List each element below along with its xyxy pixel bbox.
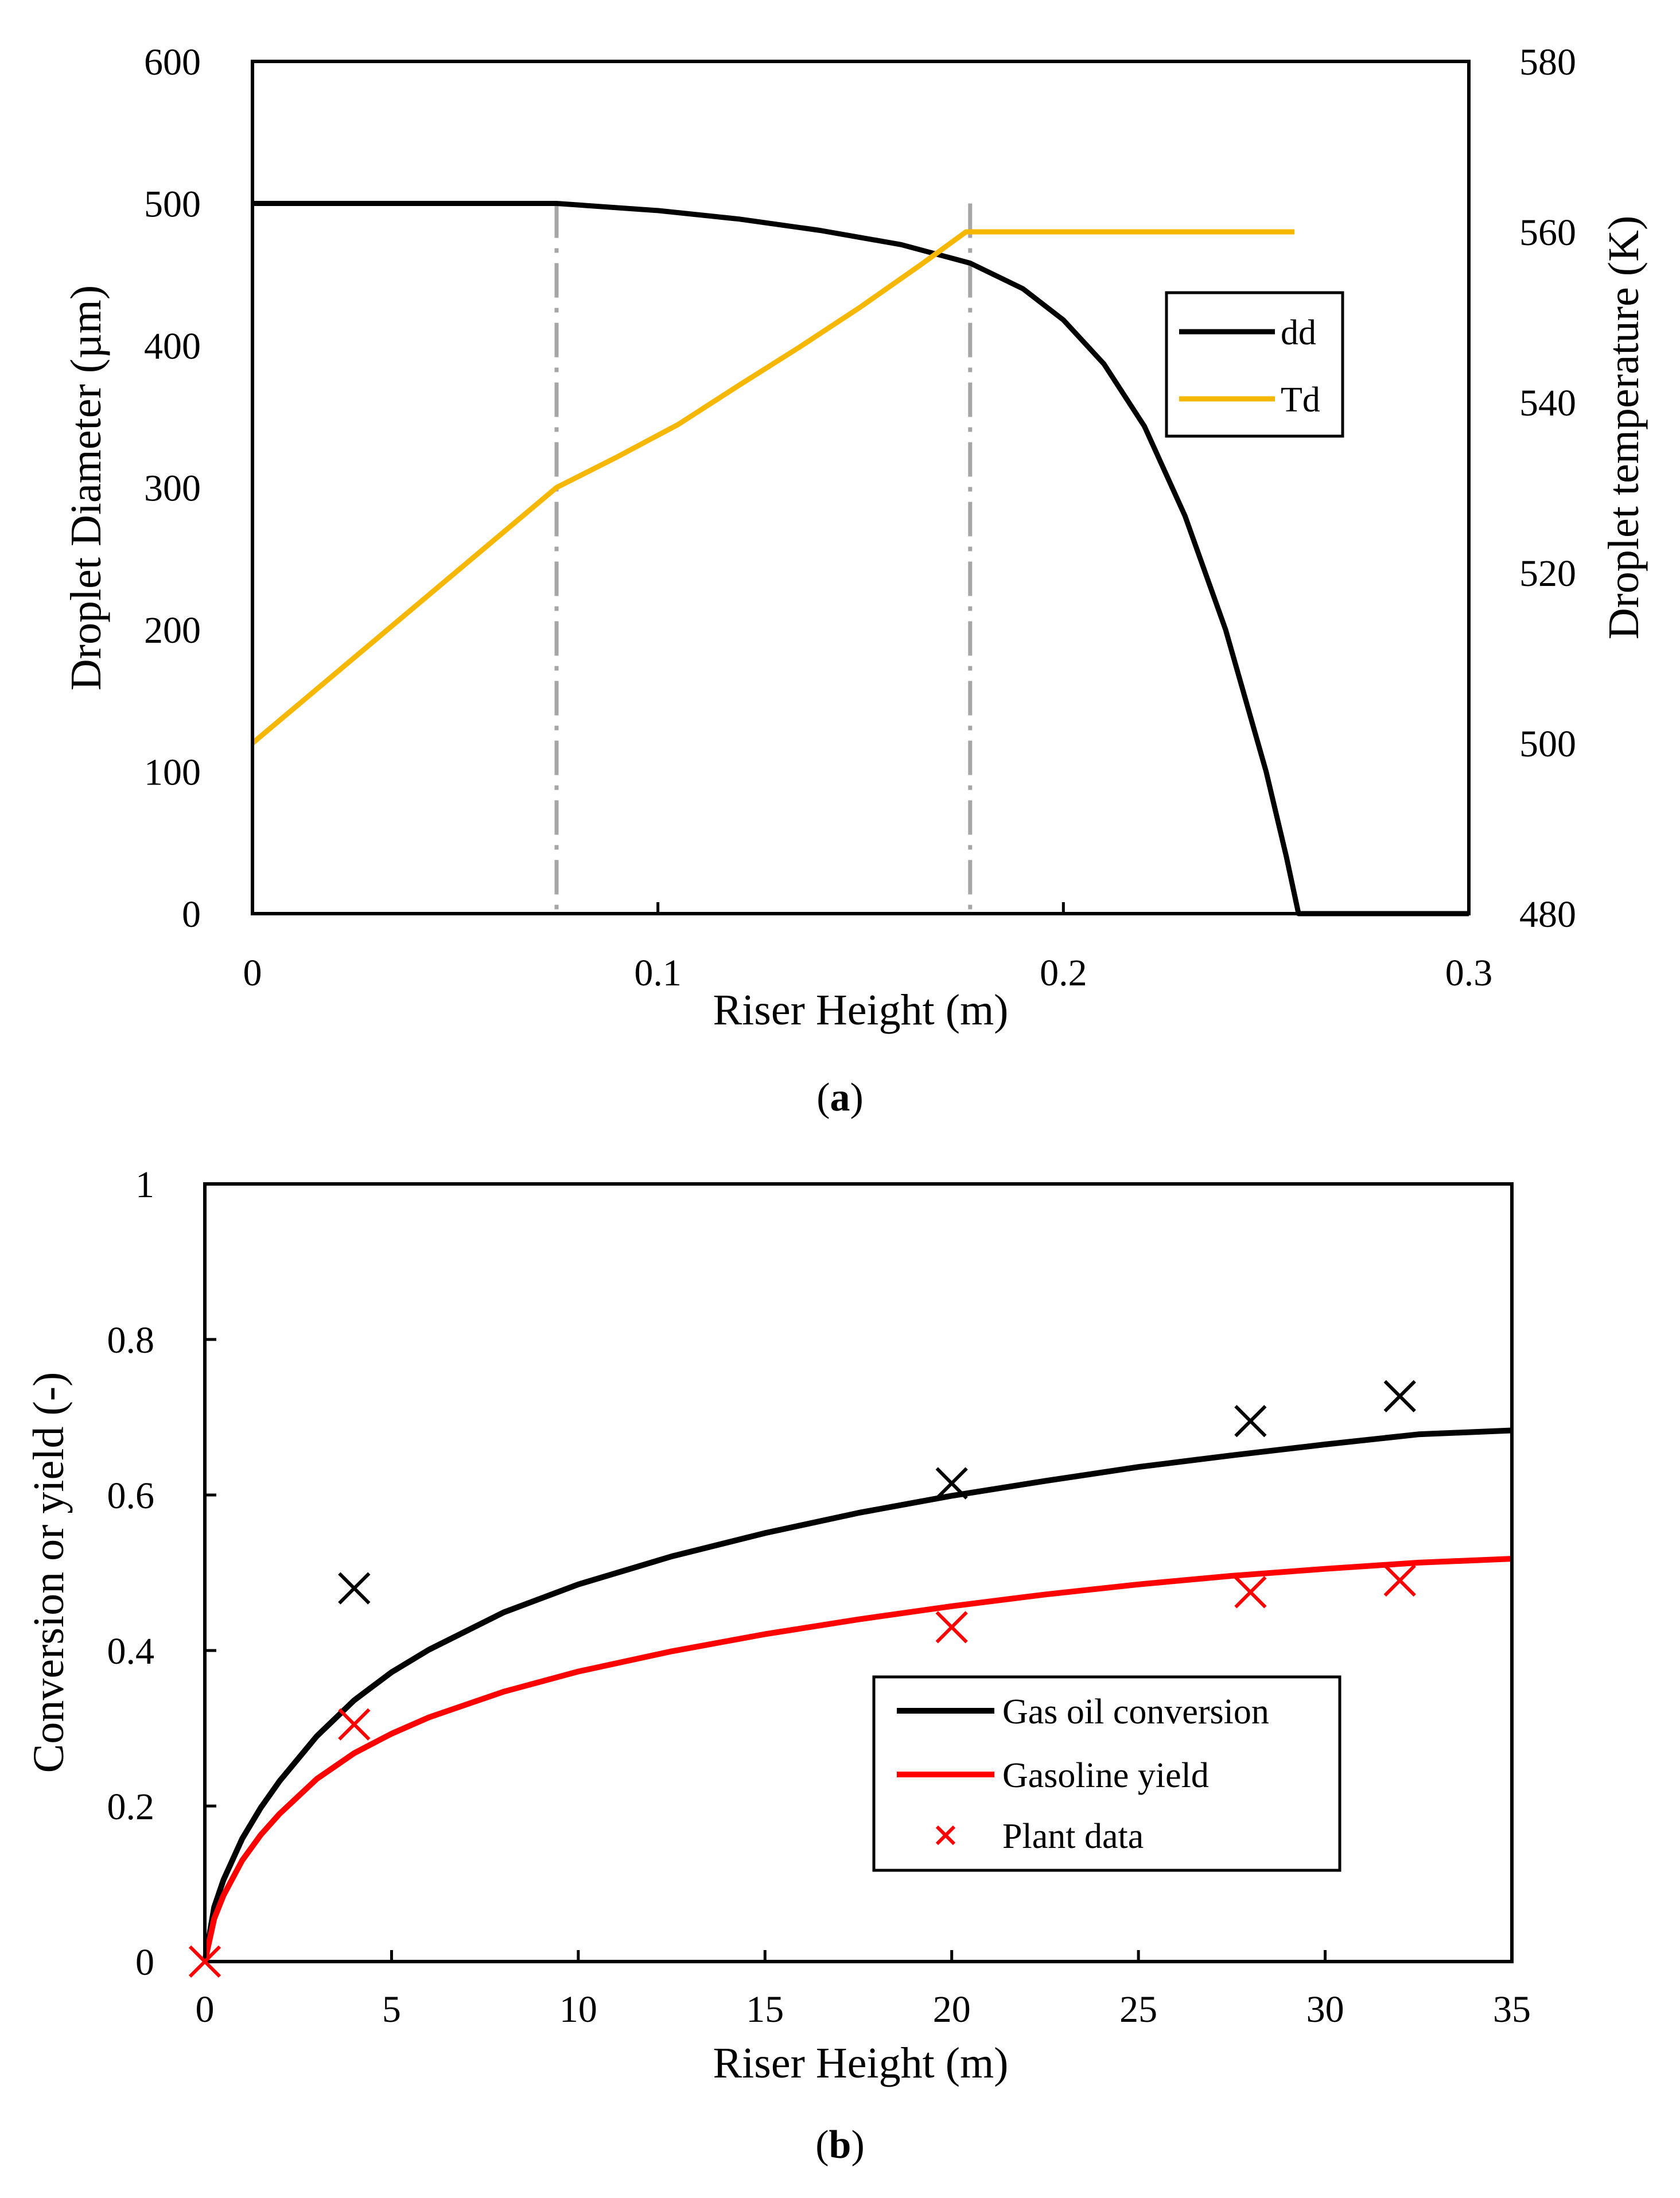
chart-b-plant-data-point xyxy=(1383,1380,1416,1413)
chart-a-legend-label-td: Td xyxy=(1281,380,1320,420)
chart-b-y-tick-label: 0.2 xyxy=(107,1786,155,1828)
chart-b-legend-label-conversion: Gas oil conversion xyxy=(1002,1692,1269,1731)
chart-a-y-tick-label: 100 xyxy=(144,752,201,794)
chart-b-x-tick-label: 15 xyxy=(746,1989,784,2030)
chart-a-series xyxy=(251,201,1469,917)
chart-b-x-tick-label: 0 xyxy=(196,1989,215,2030)
chart-a-y2-tick-label: 520 xyxy=(1519,553,1576,595)
chart-a: 0 0.1 0.2 0.3 0 100 200 300 400 500 600 480 500 520… xyxy=(62,41,1648,1120)
chart-a-series-line-td xyxy=(251,229,1295,745)
chart-b-series-line-gasoline-yield xyxy=(202,1556,1512,1963)
chart-b-y-axis-title: Conversion or yield (-) xyxy=(25,1372,73,1773)
chart-b-legend: Gas oil conversion Gasoline yield Plant … xyxy=(872,1675,1341,1872)
chart-a-y2-tick-label: 580 xyxy=(1519,41,1576,83)
chart-b-plant-data-point xyxy=(935,1611,968,1644)
chart-b-plant-data-point xyxy=(1234,1405,1267,1438)
chart-b-y-ticks: 0 0.2 0.4 0.6 0.8 1 xyxy=(107,1164,216,1983)
chart-b-y-tick-label: 0.8 xyxy=(107,1319,155,1361)
chart-b-y-tick-label: 0.4 xyxy=(107,1630,155,1672)
chart-a-y-tick-label: 400 xyxy=(144,325,201,367)
chart-b-series xyxy=(202,1427,1512,1963)
chart-a-y2-tick-label: 560 xyxy=(1519,212,1576,254)
chart-a-y-tick-label: 200 xyxy=(144,609,201,651)
chart-a-x-tick-label: 0 xyxy=(243,952,262,994)
chart-b-caption: (b) xyxy=(815,2123,865,2167)
chart-b-plant-data-point xyxy=(188,1945,221,1978)
chart-a-legend: dd Td xyxy=(1165,291,1344,438)
chart-b-x-tick-label: 10 xyxy=(559,1989,597,2030)
chart-a-y2-tick-label: 500 xyxy=(1519,723,1576,765)
chart-a-y2-tick-label: 480 xyxy=(1519,894,1576,935)
chart-a-legend-label-dd: dd xyxy=(1281,313,1316,352)
chart-b-plot-frame xyxy=(203,1182,1514,1963)
chart-b-x-tick-label: 20 xyxy=(933,1989,971,2030)
chart-b: 0 5 10 15 20 25 30 35 0 0.2 0.4 0.6 0.8 1 Riser Heig… xyxy=(25,1164,1531,2167)
chart-b-plant-data-point xyxy=(935,1467,968,1500)
chart-a-x-tick-label: 0.2 xyxy=(1040,952,1087,994)
chart-b-legend-label-gasoline: Gasoline yield xyxy=(1002,1756,1209,1795)
chart-a-x-tick-label: 0.3 xyxy=(1445,952,1493,994)
chart-b-y-tick-label: 0.6 xyxy=(107,1475,155,1517)
chart-a-y-axis-title: Droplet Diameter (µm) xyxy=(62,285,110,690)
chart-a-y-ticks: 0 100 200 300 400 500 600 xyxy=(144,41,201,935)
chart-a-y-tick-label: 0 xyxy=(182,894,201,935)
chart-b-plant-data-point xyxy=(338,1708,371,1741)
chart-b-plant-data-markers xyxy=(188,1380,1416,1978)
chart-b-x-axis-title: Riser Height (m) xyxy=(713,2039,1008,2087)
chart-b-plant-data-point xyxy=(1383,1564,1416,1597)
chart-a-series-line-dd xyxy=(252,201,1469,917)
chart-b-x-tick-label: 35 xyxy=(1493,1989,1531,2030)
chart-a-y2-tick-label: 540 xyxy=(1519,382,1576,424)
chart-b-plant-data-point xyxy=(338,1572,371,1605)
chart-b-x-tick-label: 25 xyxy=(1119,1989,1157,2030)
chart-a-caption: (a) xyxy=(816,1075,864,1120)
chart-b-caption-letter: b xyxy=(829,2123,851,2167)
chart-a-y-tick-label: 600 xyxy=(144,41,201,83)
chart-a-caption-letter: a xyxy=(830,1075,850,1120)
chart-a-plot-frame xyxy=(251,60,1471,915)
chart-b-y-tick-label: 1 xyxy=(135,1164,154,1206)
chart-a-y2-ticks: 480 500 520 540 560 580 xyxy=(1519,41,1576,935)
chart-a-y-tick-label: 500 xyxy=(144,184,201,226)
chart-b-series-line-gas-oil-conversion xyxy=(202,1427,1512,1962)
chart-b-x-tick-label: 30 xyxy=(1306,1989,1344,2030)
chart-a-x-ticks: 0 0.1 0.2 0.3 xyxy=(243,902,1493,994)
chart-a-x-axis-title: Riser Height (m) xyxy=(713,986,1008,1034)
chart-a-y-tick-label: 300 xyxy=(144,468,201,510)
chart-b-legend-marker-plant-data xyxy=(935,1825,956,1846)
chart-b-plant-data-point xyxy=(1234,1576,1267,1609)
chart-a-x-tick-label: 0.1 xyxy=(634,952,682,994)
chart-b-legend-label-plant-data: Plant data xyxy=(1002,1817,1144,1856)
chart-b-x-tick-label: 5 xyxy=(382,1989,401,2030)
chart-a-y2-axis-title: Droplet temperature (K) xyxy=(1600,216,1648,640)
chart-a-legend-box xyxy=(1165,291,1344,438)
chart-a-vertical-markers xyxy=(554,203,973,914)
chart-b-y-tick-label: 0 xyxy=(135,1941,154,1983)
chart-b-x-ticks: 0 5 10 15 20 25 30 35 xyxy=(196,1950,1531,2030)
